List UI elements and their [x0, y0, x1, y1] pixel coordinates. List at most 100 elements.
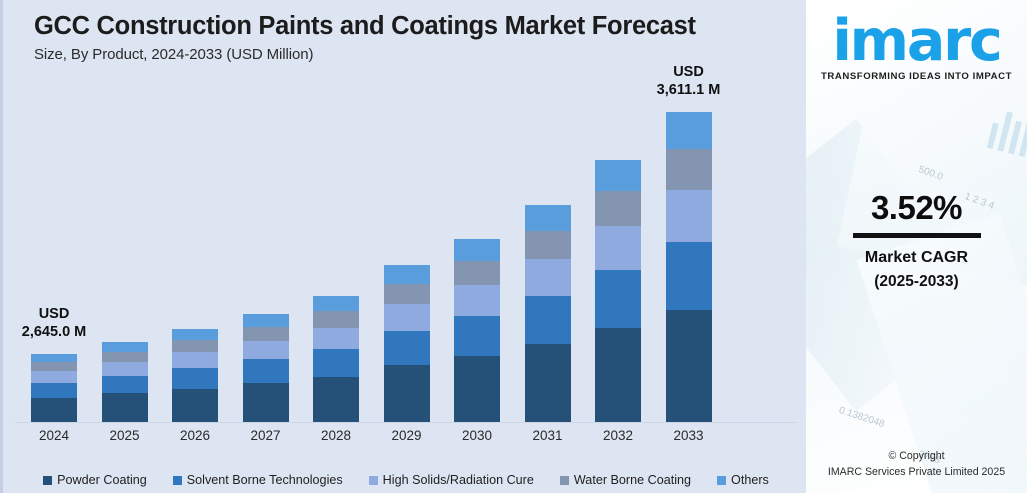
x-tick-2026: 2026: [179, 428, 211, 443]
logo-tagline: TRANSFORMING IDEAS INTO IMPACT: [821, 70, 1012, 82]
segment-solvent-borne-technologies: [31, 382, 77, 398]
bar-2031: [524, 2, 571, 424]
segment-others: [172, 329, 218, 341]
segment-powder-coating: [454, 356, 500, 422]
segment-high-solids-radiation-cure: [313, 327, 359, 349]
legend-label: Others: [731, 473, 769, 487]
stacked-bar: [242, 314, 289, 422]
stacked-bar: [524, 205, 571, 422]
cagr-block: 3.52% Market CAGR (2025-2033): [806, 189, 1027, 293]
segment-solvent-borne-technologies: [172, 368, 218, 389]
segment-high-solids-radiation-cure: [454, 284, 500, 316]
x-tick-2029: 2029: [391, 428, 422, 443]
end-value-currency: USD: [673, 64, 704, 80]
segment-high-solids-radiation-cure: [383, 304, 430, 331]
segment-powder-coating: [383, 365, 430, 422]
segment-solvent-borne-technologies: [665, 242, 712, 311]
imarc-logo: imarc TRANSFORMING IDEAS INTO IMPACT: [806, 8, 1027, 82]
brand-panel: 0.0 1 2 3 4 500.0 0.1382048 2768 imarc T…: [806, 0, 1027, 493]
segment-others: [101, 342, 148, 352]
segment-water-borne-coating: [524, 231, 571, 260]
x-tick-2024: 2024: [38, 428, 70, 443]
stacked-bar: [383, 265, 430, 422]
x-tick-2028: 2028: [320, 428, 352, 443]
segment-others: [595, 160, 641, 192]
segment-solvent-borne-technologies: [101, 375, 148, 394]
bar-2024: [31, 2, 77, 424]
stacked-bar: [31, 354, 77, 422]
logo-wordmark: imarc: [832, 8, 1002, 74]
legend-swatch-icon: [559, 475, 569, 485]
segment-high-solids-radiation-cure: [101, 362, 148, 376]
start-value-amount: 2,645.0 M: [21, 323, 87, 340]
segment-others: [313, 296, 359, 312]
segment-solvent-borne-technologies: [524, 296, 571, 344]
stacked-bar: [665, 112, 712, 422]
x-tick-2025: 2025: [109, 428, 140, 443]
x-axis-labels: 2024 2025 2026 2027 2028 2029 2030 2031 2032 2033: [3, 428, 806, 452]
copyright-notice: © Copyright IMARC Services Private Limit…: [806, 449, 1027, 481]
cagr-value: 3.52%: [870, 189, 963, 226]
legend-item-high-solids-radiation-cure[interactable]: High Solids/Radiation Cure: [368, 473, 534, 487]
segment-high-solids-radiation-cure: [524, 259, 571, 297]
segment-water-borne-coating: [242, 326, 289, 342]
segment-water-borne-coating: [172, 340, 218, 353]
cagr-divider: [852, 233, 981, 239]
chart-subtitle: Size, By Product, 2024-2033 (USD Million…: [34, 46, 314, 64]
segment-water-borne-coating: [313, 311, 359, 328]
x-tick-2031: 2031: [532, 428, 563, 443]
segment-solvent-borne-technologies: [383, 330, 430, 366]
segment-others: [454, 239, 500, 261]
copyright-line-2: IMARC Services Private Limited 2025: [827, 466, 1006, 479]
cagr-label: Market CAGR: [864, 249, 969, 267]
end-value-annotation: USD 3,611.1 M: [624, 64, 754, 99]
chart-legend: Powder Coating Solvent Borne Technologies…: [3, 473, 806, 487]
bar-2030: [454, 2, 500, 424]
x-tick-2032: 2032: [602, 428, 634, 443]
start-value-currency: USD: [38, 306, 70, 322]
bar-2032: [595, 2, 641, 424]
segment-solvent-borne-technologies: [313, 348, 359, 377]
x-tick-2030: 2030: [461, 428, 493, 443]
legend-item-water-borne-coating[interactable]: Water Borne Coating: [559, 473, 692, 487]
stacked-bar: [172, 329, 218, 422]
segment-water-borne-coating: [665, 149, 712, 190]
legend-label: Powder Coating: [57, 473, 147, 487]
stacked-bar: [454, 239, 500, 422]
segment-high-solids-radiation-cure: [595, 225, 641, 271]
legend-item-others[interactable]: Others: [717, 473, 769, 487]
x-tick-2033: 2033: [673, 428, 704, 443]
legend-swatch-icon: [43, 475, 53, 485]
legend-label: Water Borne Coating: [573, 473, 692, 487]
segment-water-borne-coating: [454, 260, 500, 285]
legend-swatch-icon: [172, 475, 182, 485]
segment-solvent-borne-technologies: [242, 359, 289, 384]
bar-2029: [383, 2, 430, 424]
segment-powder-coating: [31, 397, 77, 422]
segment-powder-coating: [313, 376, 359, 422]
segment-water-borne-coating: [101, 351, 148, 363]
cagr-period: (2025-2033): [874, 272, 959, 290]
bar-2025: [101, 2, 148, 424]
plot-area: USD 2,645.0 M USD 3,611.1 M: [3, 0, 806, 424]
bar-2027: [242, 2, 289, 424]
segment-powder-coating: [595, 327, 641, 422]
segment-others: [242, 314, 289, 327]
legend-item-solvent-borne-technologies[interactable]: Solvent Borne Technologies: [172, 473, 343, 487]
bar-2026: [172, 2, 218, 424]
legend-label: Solvent Borne Technologies: [186, 473, 343, 487]
bar-2033: [665, 2, 712, 424]
legend-item-powder-coating[interactable]: Powder Coating: [43, 473, 147, 487]
stacked-bar: [101, 342, 148, 422]
segment-others: [383, 265, 430, 284]
segment-high-solids-radiation-cure: [242, 341, 289, 360]
segment-water-borne-coating: [595, 191, 641, 226]
segment-powder-coating: [242, 383, 289, 422]
stacked-bar: [595, 160, 641, 422]
segment-solvent-borne-technologies: [454, 315, 500, 357]
chart-panel: GCC Construction Paints and Coatings Mar…: [0, 0, 806, 493]
segment-high-solids-radiation-cure: [665, 189, 712, 243]
segment-solvent-borne-technologies: [595, 270, 641, 328]
segment-powder-coating: [524, 343, 571, 422]
